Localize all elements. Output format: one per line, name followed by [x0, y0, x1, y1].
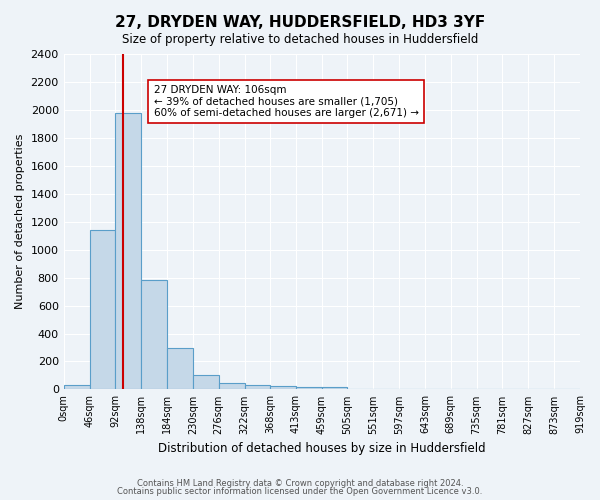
Text: Size of property relative to detached houses in Huddersfield: Size of property relative to detached ho… — [122, 32, 478, 46]
Bar — [115, 112, 141, 390]
Bar — [296, 386, 322, 390]
Bar — [271, 386, 296, 390]
Y-axis label: Number of detached properties: Number of detached properties — [15, 134, 25, 310]
Text: Contains HM Land Registry data © Crown copyright and database right 2024.: Contains HM Land Registry data © Crown c… — [137, 478, 463, 488]
Bar — [193, 376, 219, 390]
X-axis label: Distribution of detached houses by size in Huddersfield: Distribution of detached houses by size … — [158, 442, 485, 455]
Bar — [64, 385, 89, 390]
Bar — [245, 384, 271, 390]
Bar — [141, 280, 167, 390]
Bar — [167, 348, 193, 390]
Bar — [89, 230, 115, 390]
Bar — [322, 388, 347, 390]
Bar — [219, 383, 245, 390]
Text: 27 DRYDEN WAY: 106sqm
← 39% of detached houses are smaller (1,705)
60% of semi-d: 27 DRYDEN WAY: 106sqm ← 39% of detached … — [154, 84, 419, 118]
Text: 27, DRYDEN WAY, HUDDERSFIELD, HD3 3YF: 27, DRYDEN WAY, HUDDERSFIELD, HD3 3YF — [115, 15, 485, 30]
Text: Contains public sector information licensed under the Open Government Licence v3: Contains public sector information licen… — [118, 487, 482, 496]
